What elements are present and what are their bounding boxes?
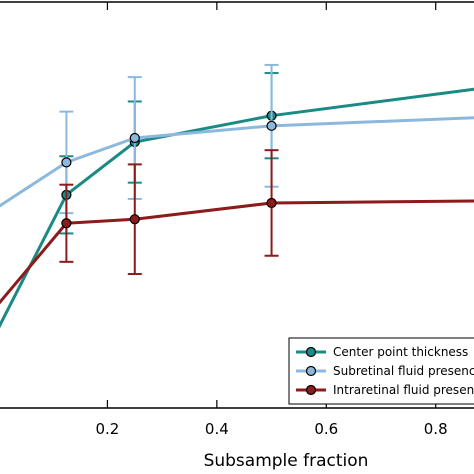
series-layer — [0, 63, 474, 329]
data-point — [61, 218, 72, 229]
data-point — [129, 132, 140, 144]
data-point — [61, 157, 72, 168]
x-tick-label: 0.2 — [95, 420, 119, 438]
data-point — [129, 214, 140, 225]
x-axis-label: Subsample fraction — [204, 451, 369, 471]
legend-marker — [305, 346, 317, 358]
data-point — [266, 120, 277, 131]
x-tick-label: 0.4 — [205, 420, 229, 438]
series-line — [0, 199, 474, 305]
x-tick-label: 0.6 — [314, 420, 338, 438]
legend-marker — [305, 384, 317, 396]
series-3 — [0, 149, 474, 305]
x-tick-label: 0.8 — [424, 420, 448, 438]
legend-label: Intraretinal fluid presence — [333, 383, 474, 397]
data-point — [266, 197, 277, 209]
legend-label: Subretinal fluid presence — [333, 364, 474, 378]
x-axis-ticks: 0.2 0.4 0.6 0.8 — [95, 2, 448, 438]
plot-frame — [0, 1, 474, 409]
legend: Center point thickness Subretinal fluid p… — [288, 337, 474, 405]
series-line — [0, 87, 474, 329]
legend-label: Center point thickness — [333, 345, 468, 359]
legend-marker — [305, 365, 317, 377]
